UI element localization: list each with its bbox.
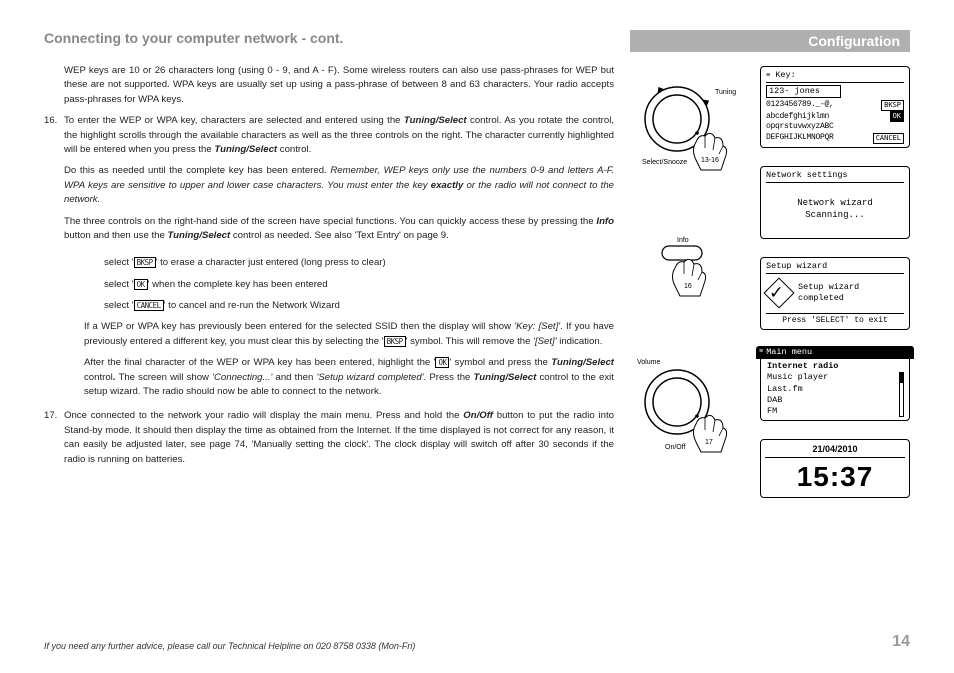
item-num: 17.	[44, 409, 64, 474]
svg-text:16: 16	[684, 283, 692, 290]
item-17: 17. Once connected to the network your r…	[44, 409, 614, 474]
lcd-setup-wizard: Setup wizard ✓ Setup wizard completed Pr…	[760, 257, 910, 331]
item-16: 16. To enter the WEP or WPA key, charact…	[44, 114, 614, 250]
svg-text:Info: Info	[677, 237, 689, 244]
lcd-displays: ≡ Key: 123- jones 0123456789._-@,BKSP ab…	[760, 64, 910, 498]
page-number: 14	[892, 633, 910, 651]
svg-text:Select/Snooze: Select/Snooze	[642, 159, 687, 166]
item-num: 16.	[44, 114, 64, 250]
cancel-key: CANCEL	[134, 300, 164, 311]
lcd-main-menu: ≡Main menu Internet radio Music player L…	[760, 348, 910, 420]
scrollbar	[899, 372, 904, 417]
lcd-input-value: 123- jones	[766, 85, 841, 98]
svg-text:Tuning: Tuning	[715, 89, 736, 96]
tuning-knob-diagram: Tuning Select/Snooze 13-16	[637, 74, 737, 194]
clock-date: 21/04/2010	[765, 444, 905, 458]
svg-text:Volume: Volume	[637, 359, 660, 366]
info-button-diagram: Info 16	[642, 234, 732, 314]
check-icon: ✓	[763, 277, 794, 308]
lcd-clock: 21/04/2010 15:37	[760, 439, 910, 498]
body-text: WEP keys are 10 or 26 characters long (u…	[44, 64, 614, 498]
lcd-key-entry: ≡ Key: 123- jones 0123456789._-@,BKSP ab…	[760, 66, 910, 148]
controls-diagrams: Tuning Select/Snooze 13-16 Info 16	[632, 64, 742, 498]
lcd-network-settings: Network settings Network wizard Scanning…	[760, 166, 910, 239]
intro-para: WEP keys are 10 or 26 characters long (u…	[44, 64, 614, 107]
helpline-text: If you need any further advice, please c…	[44, 641, 415, 651]
svg-text:13-16: 13-16	[701, 157, 719, 164]
config-label: Configuration	[630, 30, 910, 52]
clock-time: 15:37	[765, 461, 905, 493]
ok-key: OK	[134, 279, 148, 290]
section-title: Connecting to your computer network - co…	[44, 30, 343, 46]
svg-text:On/Off: On/Off	[665, 444, 686, 451]
bksp-key: BKSP	[134, 257, 156, 268]
svg-text:17: 17	[705, 439, 713, 446]
volume-knob-diagram: Volume On/Off 17	[637, 354, 737, 474]
